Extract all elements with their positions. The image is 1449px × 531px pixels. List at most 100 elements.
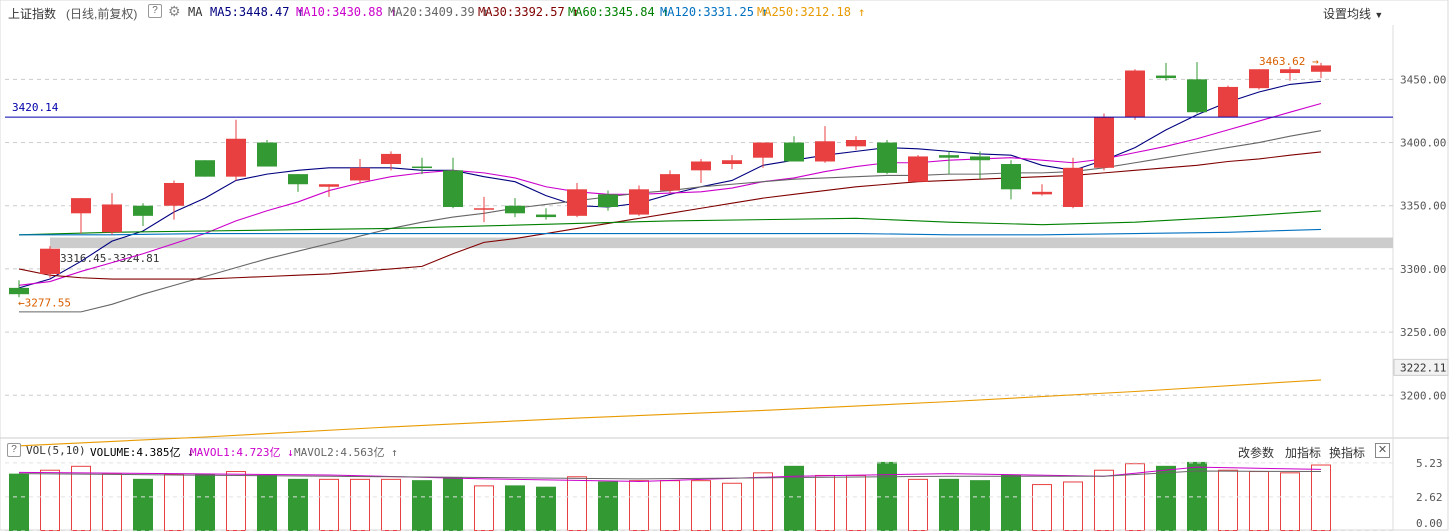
candle-body — [629, 189, 649, 215]
volume-bar — [629, 480, 649, 531]
price-tick-label: 3250.00 — [1400, 326, 1446, 339]
candle-body — [753, 142, 773, 158]
candle-body — [319, 184, 339, 187]
candle-body — [1311, 65, 1331, 72]
volume-bar — [505, 485, 525, 531]
dropdown-caret-icon: ▼ — [1374, 10, 1384, 20]
price-tick-label: 3350.00 — [1400, 200, 1446, 213]
volume-bar — [102, 473, 122, 531]
candle-body — [1125, 70, 1145, 118]
ma20-indicator: MA20:3409.39 ↑ — [388, 5, 490, 19]
volume-bar — [846, 474, 866, 531]
candle-body — [164, 182, 184, 206]
vol-tick-label: 2.62 — [1416, 491, 1443, 504]
volume-bar — [1311, 464, 1331, 531]
volume-bar — [350, 478, 370, 531]
price-tick-label: 3450.00 — [1400, 73, 1446, 86]
ma-label: MA — [188, 5, 203, 19]
candle-body — [9, 287, 29, 295]
candle-body — [1063, 167, 1083, 207]
candle-body — [1156, 75, 1176, 79]
ma60-indicator: MA60:3345.84 ↑ — [568, 5, 670, 19]
volume-help-icon[interactable]: ? — [7, 443, 21, 457]
candle-body — [815, 141, 835, 162]
add-indicator-button[interactable]: 加指标 — [1285, 446, 1322, 460]
candles — [9, 62, 1331, 298]
volume-bar — [71, 465, 91, 531]
candle-body — [722, 160, 742, 165]
candle-body — [660, 174, 680, 191]
candle-body — [443, 170, 463, 207]
volume-bar — [226, 471, 246, 531]
ma30-indicator: MA30:3392.57 ↑ — [478, 5, 580, 19]
volume-bar — [164, 473, 184, 531]
gear-icon[interactable]: ⚙ — [168, 3, 181, 19]
volume-bar — [412, 480, 432, 531]
edit-params-button[interactable]: 改参数 — [1238, 446, 1275, 460]
ma-lines — [18, 80, 1322, 447]
settings-ma-button[interactable]: 设置均线 ▼ — [1323, 5, 1383, 22]
candle-body — [257, 142, 277, 167]
volume-bar — [133, 478, 153, 531]
volume-bar — [381, 478, 401, 531]
settings-ma-label: 设置均线 — [1323, 7, 1372, 21]
vol-ma-line-mavol2 — [18, 470, 1322, 480]
candle-body — [474, 208, 494, 210]
volume-bar — [815, 474, 835, 531]
candle-body — [288, 174, 308, 185]
volume-bar — [1063, 481, 1083, 531]
candle-body — [1032, 191, 1052, 195]
candle-body — [505, 205, 525, 214]
candle-body — [1218, 86, 1238, 118]
volume-label: VOL(5,10) — [26, 444, 86, 457]
volume-bar — [1280, 472, 1300, 531]
candle-body — [691, 161, 711, 171]
volume-bar — [1094, 469, 1114, 531]
volume-bar — [970, 480, 990, 531]
candle-body — [1094, 117, 1114, 168]
low-annotation: ←3277.55 — [18, 296, 71, 309]
volume-bar — [1249, 471, 1269, 531]
candle-body — [381, 153, 401, 165]
candle-body — [133, 205, 153, 216]
candle-body — [40, 248, 60, 274]
mavol1-indicator: MAVOL1:4.723亿 ↓ — [190, 446, 294, 459]
candle-body — [102, 204, 122, 233]
candle-body — [350, 167, 370, 181]
ma120-indicator: MA120:3331.25 ↑ — [660, 5, 769, 19]
candle-body — [1001, 164, 1021, 190]
gap-zone-label: 3316.45-3324.81 — [60, 252, 159, 265]
candle-body — [1280, 69, 1300, 74]
volume-bar — [939, 478, 959, 531]
current-price-box — [1393, 358, 1449, 376]
ma-line-ma30 — [18, 151, 1322, 280]
volume-bar — [1001, 474, 1021, 531]
help-icon[interactable]: ? — [148, 4, 162, 18]
volume-bar — [536, 486, 556, 531]
close-icon[interactable]: ✕ — [1375, 443, 1390, 458]
mavol2-indicator: MAVOL2:4.563亿 ↑ — [294, 446, 398, 459]
ma10-indicator: MA10:3430.88 ↑ — [296, 5, 398, 19]
switch-indicator-button[interactable]: 换指标 — [1329, 446, 1366, 460]
volume-header: ? VOL(5,10) VOLUME:4.385亿 ↓ MAVOL1:4.723… — [0, 440, 1449, 462]
volume-bar — [1218, 469, 1238, 531]
volume-bar — [319, 478, 339, 531]
index-name: 上证指数 — [8, 7, 57, 21]
candle-body — [71, 198, 91, 214]
volume-bar — [257, 474, 277, 531]
volume-bar — [1156, 465, 1176, 531]
candle-body — [195, 160, 215, 177]
gap-zone-band — [50, 237, 1393, 249]
volume-bar — [660, 480, 680, 531]
candle-body — [908, 156, 928, 182]
candle-body — [536, 214, 556, 218]
volume-axis: 5.23 2.62 0.00 — [5, 457, 1443, 531]
volume-bar — [753, 472, 773, 531]
ma-line-ma120 — [19, 228, 1322, 236]
volume-bar — [908, 478, 928, 531]
current-price-label: 3222.11 — [1400, 361, 1446, 374]
volume-bar — [1032, 484, 1052, 531]
candle-body — [939, 155, 959, 158]
hline-label: 3420.14 — [12, 101, 59, 114]
